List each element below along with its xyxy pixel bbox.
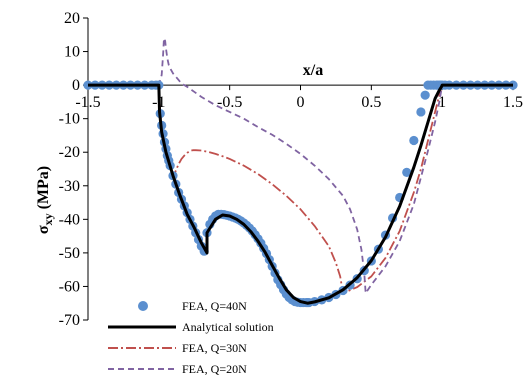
y-tick-label: -30 [59, 178, 80, 195]
x-tick-label: 1 [438, 94, 446, 111]
legend-label-fea-40: FEA, Q=40N [182, 299, 247, 313]
x-tick-label: -1 [152, 94, 165, 111]
y-tick-label: 10 [64, 44, 80, 61]
y-tick-label: -50 [59, 245, 80, 262]
series-line-analytical-solution [88, 83, 513, 305]
y-axis-title-unit: (MPa) [35, 166, 52, 214]
x-tick-label: 0 [297, 94, 305, 111]
legend-label-fea-20: FEA, Q=20N [182, 362, 247, 376]
y-axis-title: σxy (MPa) [35, 166, 55, 234]
x-tick-label: 0.5 [361, 94, 381, 111]
x-tick-label: 1.5 [503, 94, 523, 111]
data-point [402, 167, 412, 177]
y-tick-label: 0 [72, 77, 80, 94]
y-tick-label: -70 [59, 312, 80, 329]
x-tick-label: -1.5 [75, 94, 100, 111]
legend-label-fea-30: FEA, Q=30N [182, 341, 247, 355]
x-axis-title: x/a [303, 62, 323, 79]
x-tick-label: -0.5 [217, 94, 242, 111]
x-tick-labels: -1.5 -1 -0.5 0 0.5 1 1.5 [75, 94, 523, 111]
data-point [420, 90, 430, 100]
legend-marker-fea-40 [138, 301, 148, 311]
series-layer [83, 37, 518, 308]
series-fea-q-40n [83, 80, 518, 308]
y-axis-title-main: σ [35, 225, 52, 234]
data-point [409, 135, 419, 146]
series-line-fea-q-30n [88, 84, 513, 295]
data-point [416, 107, 426, 117]
y-tick-label: -20 [59, 144, 80, 161]
series-line-fea-q-20n [88, 37, 513, 295]
y-tick-label: -60 [59, 278, 80, 295]
legend-label-analytical: Analytical solution [182, 320, 274, 334]
y-tick-label: -40 [59, 211, 80, 228]
y-tick-label: -10 [59, 111, 80, 128]
y-tick-label: 20 [64, 10, 80, 27]
y-axis: 20 10 0 -10 -20 -30 -40 -50 -60 -70 [59, 10, 89, 329]
y-axis-title-sub: xy [41, 213, 55, 225]
legend: FEA, Q=40N Analytical solution FEA, Q=30… [108, 299, 274, 376]
